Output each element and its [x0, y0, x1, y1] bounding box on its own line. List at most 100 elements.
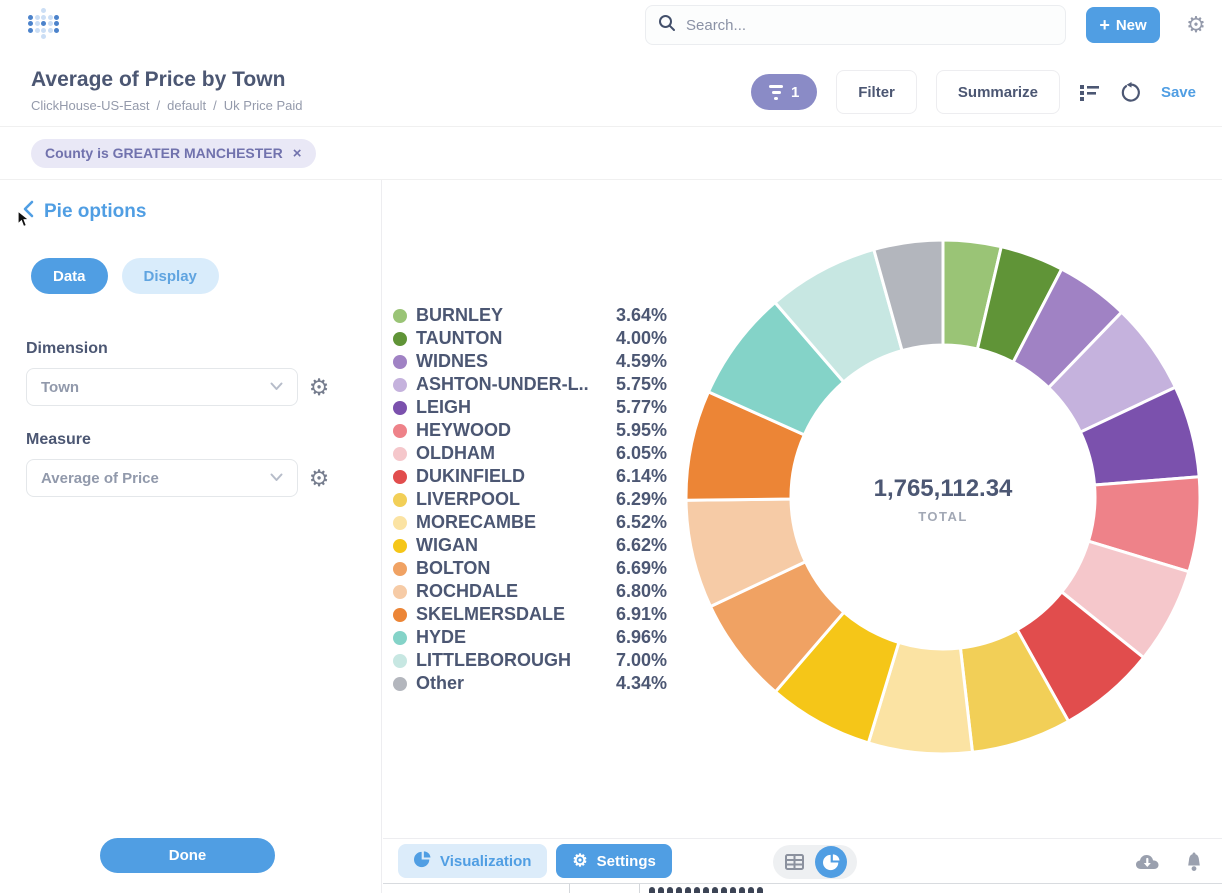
funnel-icon: [769, 84, 784, 100]
legend-label: WIGAN: [416, 535, 478, 555]
legend-item-ASHTON-UNDER-L..[interactable]: ASHTON-UNDER-L.. 5.75%: [393, 373, 667, 396]
clipped-table-row: [383, 884, 1222, 893]
chevron-down-icon: [270, 378, 283, 396]
viz-footer-right: [1134, 839, 1204, 885]
legend-dot-icon: [393, 515, 407, 530]
legend-percent: 4.00%: [615, 328, 667, 348]
pie-slice-Other[interactable]: [872, 238, 945, 353]
legend-item-BURNLEY[interactable]: BURNLEY 3.64%: [393, 304, 667, 327]
measure-select[interactable]: Average of Price: [26, 459, 298, 497]
summarize-button[interactable]: Summarize: [935, 70, 1060, 114]
filter-pill-county[interactable]: County is GREATER MANCHESTER ×: [31, 138, 316, 168]
legend-item-WIGAN[interactable]: WIGAN 6.62%: [393, 534, 667, 557]
legend-percent: 6.69%: [615, 558, 667, 578]
new-button[interactable]: + New: [1086, 7, 1160, 43]
tab-data[interactable]: Data: [31, 258, 108, 294]
legend-dot-icon: [393, 561, 407, 576]
legend-percent: 7.00%: [615, 650, 667, 670]
chart-view-icon[interactable]: [815, 846, 847, 878]
legend-item-MORECAMBE[interactable]: MORECAMBE 6.52%: [393, 511, 667, 534]
legend-dot-icon: [393, 630, 407, 645]
dimension-label: Dimension: [26, 340, 108, 357]
dimension-select[interactable]: Town: [26, 368, 298, 406]
total-value: 1,765,112.34: [873, 475, 1013, 502]
pie-legend: BURNLEY 3.64% TAUNTON 4.00% WIDNES 4.59% ASHTO…: [393, 304, 667, 695]
visualization-area: BURNLEY 3.64% TAUNTON 4.00% WIDNES 4.59% ASHTO…: [383, 180, 1222, 893]
download-icon[interactable]: [1134, 852, 1162, 872]
legend-dot-icon: [393, 308, 407, 323]
search-input[interactable]: [686, 16, 1053, 34]
legend-item-WIDNES[interactable]: WIDNES 4.59%: [393, 350, 667, 373]
legend-percent: 6.91%: [615, 604, 667, 624]
legend-dot-icon: [393, 653, 407, 668]
refresh-icon[interactable]: [1120, 81, 1142, 103]
bell-icon[interactable]: [1184, 852, 1204, 873]
chevron-down-icon: [270, 469, 283, 487]
measure-label: Measure: [26, 431, 91, 448]
search-bar[interactable]: [645, 5, 1066, 45]
breadcrumb-table[interactable]: Uk Price Paid: [223, 98, 303, 113]
filter-button[interactable]: Filter: [836, 70, 917, 114]
save-button[interactable]: Save: [1160, 83, 1196, 101]
legend-dot-icon: [393, 538, 407, 553]
admin-gear-icon[interactable]: ⚙: [1186, 12, 1206, 37]
legend-label: DUKINFIELD: [416, 466, 525, 486]
legend-dot-icon: [393, 446, 407, 461]
legend-label: LEIGH: [416, 397, 472, 417]
legend-label: HYDE: [416, 627, 467, 647]
plus-icon: +: [1099, 15, 1110, 35]
legend-label: BOLTON: [416, 558, 491, 578]
metabase-logo-icon[interactable]: [28, 6, 59, 44]
legend-item-Other[interactable]: Other 4.34%: [393, 672, 667, 695]
breadcrumb: ClickHouse-US-East / default / Uk Price Paid: [31, 98, 303, 113]
legend-item-HEYWOOD[interactable]: HEYWOOD 5.95%: [393, 419, 667, 442]
filter-count-badge[interactable]: 1: [751, 74, 818, 110]
visualization-button[interactable]: Visualization: [398, 844, 548, 878]
sidebar-tabs: Data Display: [31, 258, 219, 294]
editor-list-icon[interactable]: [1079, 81, 1101, 103]
clipped-text-top: [649, 887, 763, 893]
search-icon: [658, 14, 676, 37]
legend-label: ROCHDALE: [416, 581, 518, 601]
dimension-gear-icon[interactable]: ⚙: [308, 374, 330, 400]
breadcrumb-database[interactable]: ClickHouse-US-East: [31, 98, 150, 113]
legend-label: Other: [416, 673, 465, 693]
filter-pill-label: County is GREATER MANCHESTER: [45, 145, 283, 161]
settings-button[interactable]: ⚙ Settings: [556, 844, 672, 878]
viz-footer-bar: Visualization ⚙ Settings: [383, 838, 1222, 884]
gear-icon: ⚙: [572, 851, 588, 870]
total-caption: TOTAL: [918, 509, 968, 524]
done-button[interactable]: Done: [100, 838, 275, 873]
legend-dot-icon: [393, 607, 407, 622]
legend-label: MORECAMBE: [416, 512, 536, 532]
legend-percent: 5.95%: [615, 420, 667, 440]
legend-item-LITTLEBOROUGH[interactable]: LITTLEBOROUGH 7.00%: [393, 649, 667, 672]
pie-chart-icon: [414, 850, 431, 872]
legend-dot-icon: [393, 492, 407, 507]
legend-percent: 6.14%: [615, 466, 667, 486]
sidebar-back-header[interactable]: Pie options: [22, 200, 146, 223]
legend-label: ASHTON-UNDER-L..: [416, 374, 589, 394]
tab-display[interactable]: Display: [121, 258, 219, 294]
measure-gear-icon[interactable]: ⚙: [308, 465, 330, 491]
table-view-icon[interactable]: [773, 854, 815, 870]
measure-value: Average of Price: [41, 469, 159, 487]
legend-item-TAUNTON[interactable]: TAUNTON 4.00%: [393, 327, 667, 350]
remove-filter-icon[interactable]: ×: [292, 144, 302, 162]
legend-item-OLDHAM[interactable]: OLDHAM 6.05%: [393, 442, 667, 465]
pie-options-sidebar: Pie options Data Display Dimension Town …: [0, 180, 382, 893]
legend-item-SKELMERSDALE[interactable]: SKELMERSDALE 6.91%: [393, 603, 667, 626]
legend-item-LIVERPOOL[interactable]: LIVERPOOL 6.29%: [393, 488, 667, 511]
legend-item-BOLTON[interactable]: BOLTON 6.69%: [393, 557, 667, 580]
legend-dot-icon: [393, 400, 407, 415]
legend-item-HYDE[interactable]: HYDE 6.96%: [393, 626, 667, 649]
legend-percent: 6.96%: [615, 627, 667, 647]
legend-item-ROCHDALE[interactable]: ROCHDALE 6.80%: [393, 580, 667, 603]
filter-count-value: 1: [791, 83, 800, 101]
breadcrumb-schema[interactable]: default: [167, 98, 207, 113]
legend-dot-icon: [393, 331, 407, 346]
legend-item-LEIGH[interactable]: LEIGH 5.77%: [393, 396, 667, 419]
legend-item-DUKINFIELD[interactable]: DUKINFIELD 6.14%: [393, 465, 667, 488]
legend-label: TAUNTON: [416, 328, 503, 348]
legend-label: HEYWOOD: [416, 420, 512, 440]
